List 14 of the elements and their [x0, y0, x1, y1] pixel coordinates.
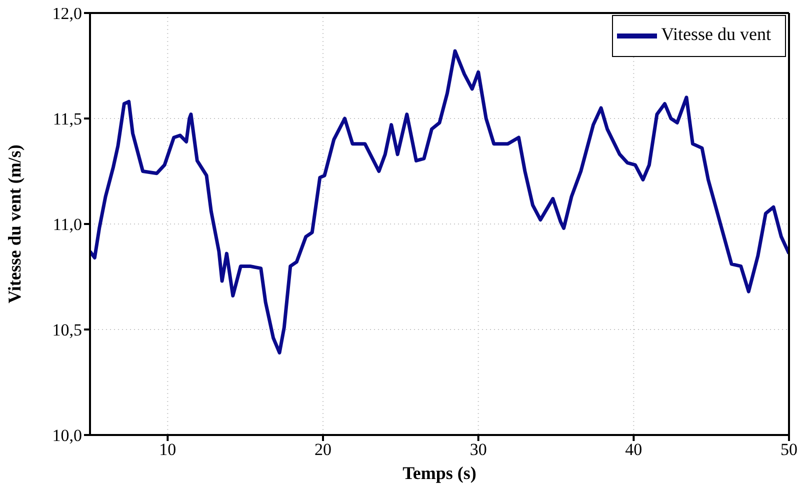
y-tick-label: 12,0: [52, 4, 82, 24]
y-tick-label: 11,5: [52, 110, 82, 129]
y-axis-title: Vitesse du vent (m/s): [4, 144, 24, 304]
legend-label: Vitesse du vent: [661, 24, 771, 44]
x-tick-label: 30: [470, 440, 487, 460]
y-tick-label: 10,5: [52, 320, 82, 340]
x-tick-label: 10: [159, 440, 176, 460]
y-tick-label: 11,0: [52, 215, 82, 234]
x-tick-label: 20: [314, 440, 332, 460]
y-tick-label: 10,0: [52, 426, 82, 446]
x-tick-label: 50: [780, 440, 798, 460]
line-series: [90, 49, 789, 354]
x-tick-label: 40: [625, 440, 642, 460]
x-axis-title: Temps (s): [402, 463, 476, 483]
